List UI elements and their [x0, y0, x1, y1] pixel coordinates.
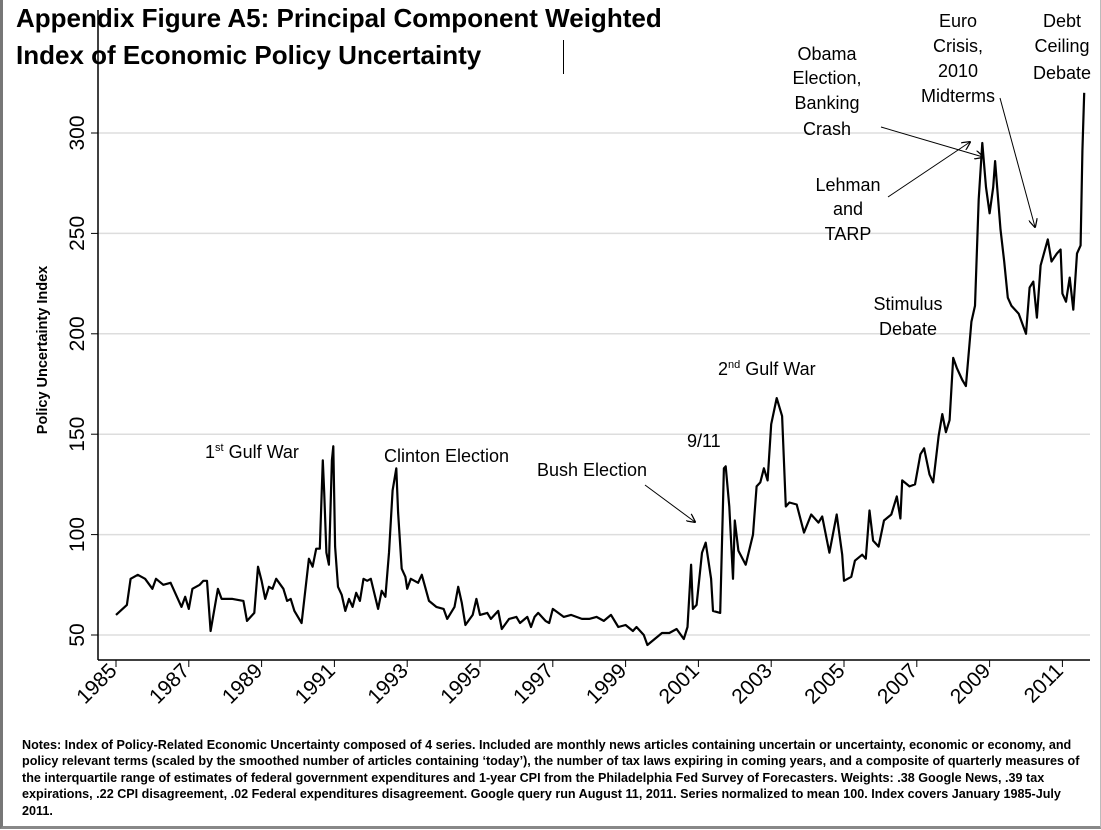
arrow-banking-crash — [880, 126, 983, 157]
annotation-debt-1: Debt — [1043, 11, 1081, 31]
arrow-lehman — [887, 142, 970, 198]
annotation-1st-gulf-war: 1st Gulf War — [205, 442, 299, 462]
x-tick-label: 2011 — [1020, 659, 1068, 707]
annotation-euro-3: 2010 — [938, 61, 978, 81]
y-axis-label: Policy Uncertainty Index — [35, 266, 51, 434]
x-tick-label: 1987 — [145, 659, 194, 708]
chart-title-line-1: Appendix Figure A5: Principal Component … — [16, 3, 662, 33]
y-tick-label: 150 — [66, 417, 89, 452]
x-tick-label: 1999 — [582, 659, 631, 708]
x-tick-label: 1993 — [363, 659, 412, 708]
y-tick-label: 200 — [66, 316, 89, 351]
y-tick-label: 50 — [66, 623, 89, 646]
annotation-euro-1: Euro — [939, 11, 977, 31]
x-tick-label: 1991 — [291, 659, 340, 708]
arrow-bush-election — [644, 484, 695, 522]
text-cursor — [563, 40, 564, 74]
y-tick-label: 100 — [66, 517, 89, 552]
annotation-2nd-gulf-war: 2nd Gulf War — [718, 359, 816, 379]
annotation-stimulus-1: Stimulus — [873, 294, 942, 314]
x-tick-label: 2007 — [873, 659, 922, 708]
x-tick-label: 1985 — [72, 659, 121, 708]
annotation-lehman-2: and — [833, 199, 863, 219]
annotation-obama-3: Banking — [794, 93, 859, 113]
annotation-lehman-3: TARP — [825, 224, 872, 244]
annotation-euro-4: Midterms — [921, 86, 995, 106]
annotation-obama-1: Obama — [797, 44, 857, 64]
chart-title-line-2: Index of Economic Policy Uncertainty — [16, 40, 482, 70]
figure-notes: Notes: Index of Policy-Related Economic … — [22, 738, 1080, 818]
annotation-obama-2: Election, — [792, 68, 861, 88]
annotation-stimulus-2: Debate — [879, 319, 937, 339]
x-tick-label: 2001 — [655, 659, 704, 708]
x-tick-label: 1989 — [218, 659, 267, 708]
x-tick-label: 2005 — [800, 659, 849, 708]
series-line — [115, 92, 1086, 647]
annotation-debt-2: Ceiling — [1034, 36, 1089, 56]
y-tick-label: 250 — [66, 216, 89, 251]
annotation-debt-3: Debate — [1033, 63, 1091, 83]
annotation-euro-2: Crisis, — [933, 36, 983, 56]
annotation-bush-election: Bush Election — [537, 460, 647, 480]
x-tick-label: 2003 — [727, 659, 776, 708]
arrow-midterms — [999, 97, 1035, 227]
chart: 50 100 150 200 250 300 1985 1987 1989 1991 1993 199… — [35, 10, 1091, 709]
x-tick-label: 1995 — [436, 659, 485, 708]
annotation-clinton-election: Clinton Election — [384, 446, 509, 466]
x-tick-label: 2009 — [946, 659, 995, 708]
annotation-obama-4: Crash — [803, 119, 851, 139]
x-tick-label: 1997 — [509, 659, 558, 708]
y-tick-label: 300 — [66, 115, 89, 150]
annotation-9-11: 9/11 — [687, 431, 721, 451]
annotation-lehman-1: Lehman — [815, 175, 880, 195]
